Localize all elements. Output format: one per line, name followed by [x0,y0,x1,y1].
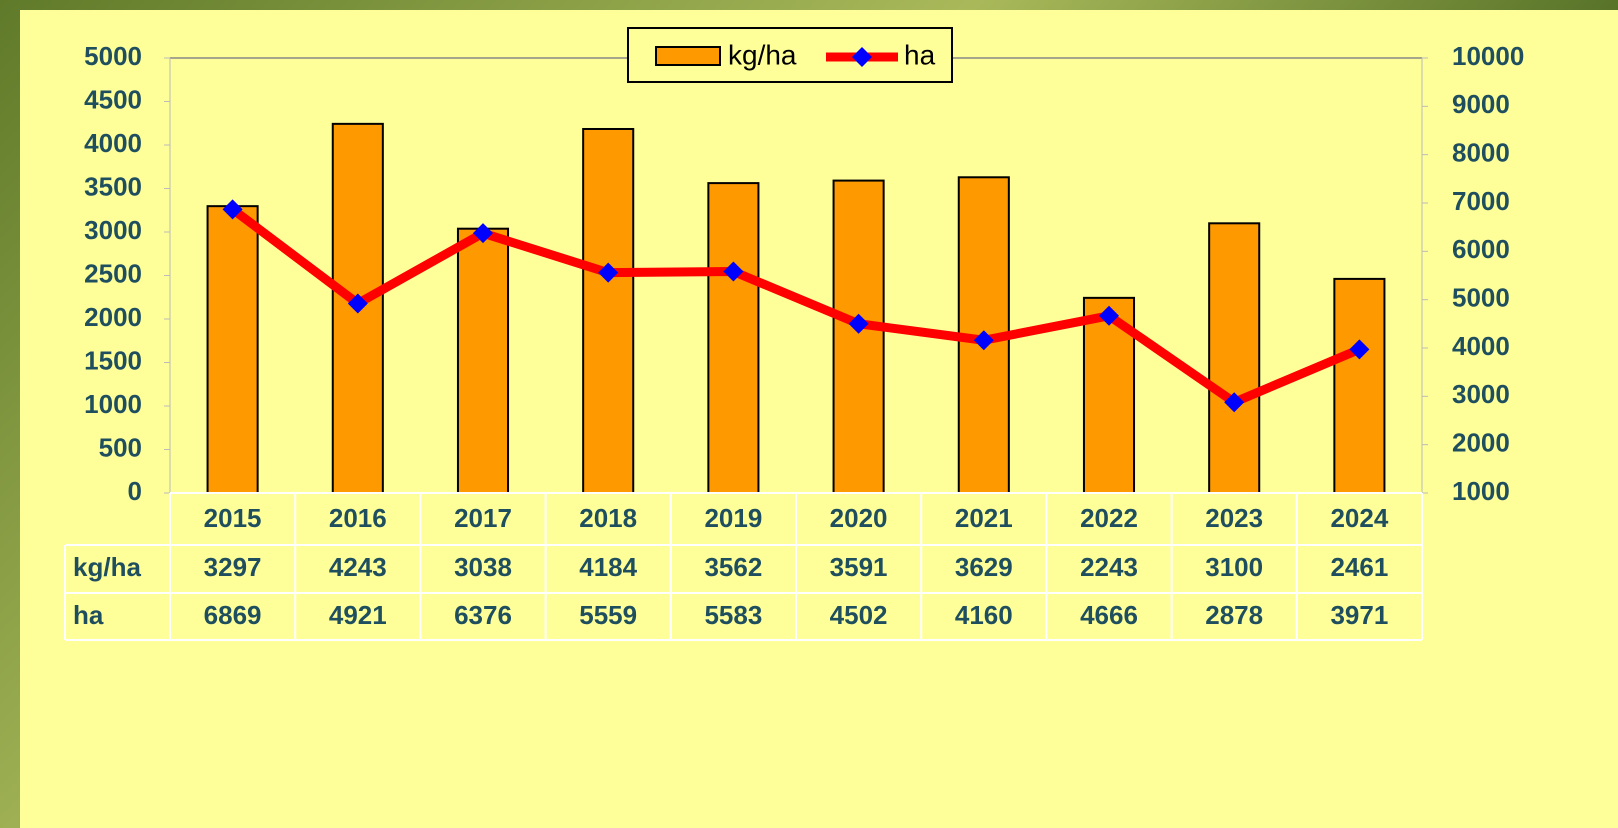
bar [1208,222,1261,495]
x-tick-label: 2015 [204,503,262,533]
table-value: 4921 [329,600,387,630]
x-tick-label: 2024 [1330,503,1388,533]
table-value: 6376 [454,600,512,630]
y-tick-label: 5000 [84,41,142,71]
x-tick-label: 2019 [704,503,762,533]
marker [222,199,243,220]
table-value: 3297 [204,552,262,582]
bar [582,127,635,494]
table-value: 3038 [454,552,512,582]
x-tick-label: 2016 [329,503,387,533]
y-tick-label: 500 [99,432,142,462]
bar [832,179,885,494]
x-tick-label: 2021 [955,503,1013,533]
y2-tick-label: 9000 [1452,89,1510,119]
table-row-label: kg/ha [73,552,141,582]
marker [347,293,368,314]
table-value: 4502 [830,600,888,630]
y2-tick-label: 8000 [1452,138,1510,168]
marker [973,330,994,351]
table-value: 4184 [579,552,637,582]
table-value: 2243 [1080,552,1138,582]
legend-label: kg/ha [728,39,797,70]
table-row-label: ha [73,600,104,630]
x-tick-label: 2018 [579,503,637,533]
bar [707,182,760,495]
y2-tick-label: 3000 [1452,379,1510,409]
y-tick-label: 3000 [84,215,142,245]
y-tick-label: 2000 [84,302,142,332]
marker [473,223,493,244]
y-tick-label: 4500 [84,84,142,114]
table-value: 5559 [579,600,637,630]
y2-tick-label: 4000 [1452,331,1510,361]
table-value: 4160 [955,600,1013,630]
legend-swatch [655,46,721,66]
bar [206,205,259,494]
marker [598,262,619,283]
y-tick-label: 3500 [84,171,142,201]
y-tick-label: 0 [128,476,142,506]
table-value: 4243 [329,552,387,582]
y-tick-label: 1500 [84,345,142,375]
table-value: 3100 [1205,552,1263,582]
table-value: 2461 [1330,552,1388,582]
bar [1333,277,1386,494]
marker [723,261,744,282]
y2-tick-label: 10000 [1452,41,1524,71]
table-value: 4666 [1080,600,1138,630]
table-value: 5583 [704,600,762,630]
y2-tick-label: 7000 [1452,186,1510,216]
legend-swatch [852,47,872,67]
table-value: 6869 [204,600,262,630]
line [229,205,1362,407]
table-value: 3562 [704,552,762,582]
x-tick-label: 2023 [1205,503,1263,533]
y2-tick-label: 6000 [1452,234,1510,264]
y-tick-label: 4000 [84,128,142,158]
marker [1349,339,1370,360]
marker [1099,305,1119,326]
x-tick-label: 2017 [454,503,512,533]
y2-tick-label: 5000 [1452,283,1510,313]
table-value: 3629 [955,552,1013,582]
table-value: 2878 [1205,600,1263,630]
bar [456,227,510,494]
y-tick-label: 1000 [84,389,142,419]
x-tick-label: 2022 [1080,503,1138,533]
y2-tick-label: 2000 [1452,428,1510,458]
legend-label: ha [904,39,936,70]
x-tick-label: 2020 [830,503,888,533]
table-value: 3971 [1330,600,1388,630]
table-value: 3591 [830,552,888,582]
y-tick-label: 2500 [84,258,142,288]
y2-tick-label: 1000 [1452,476,1510,506]
marker [1224,392,1245,413]
marker [848,313,869,334]
